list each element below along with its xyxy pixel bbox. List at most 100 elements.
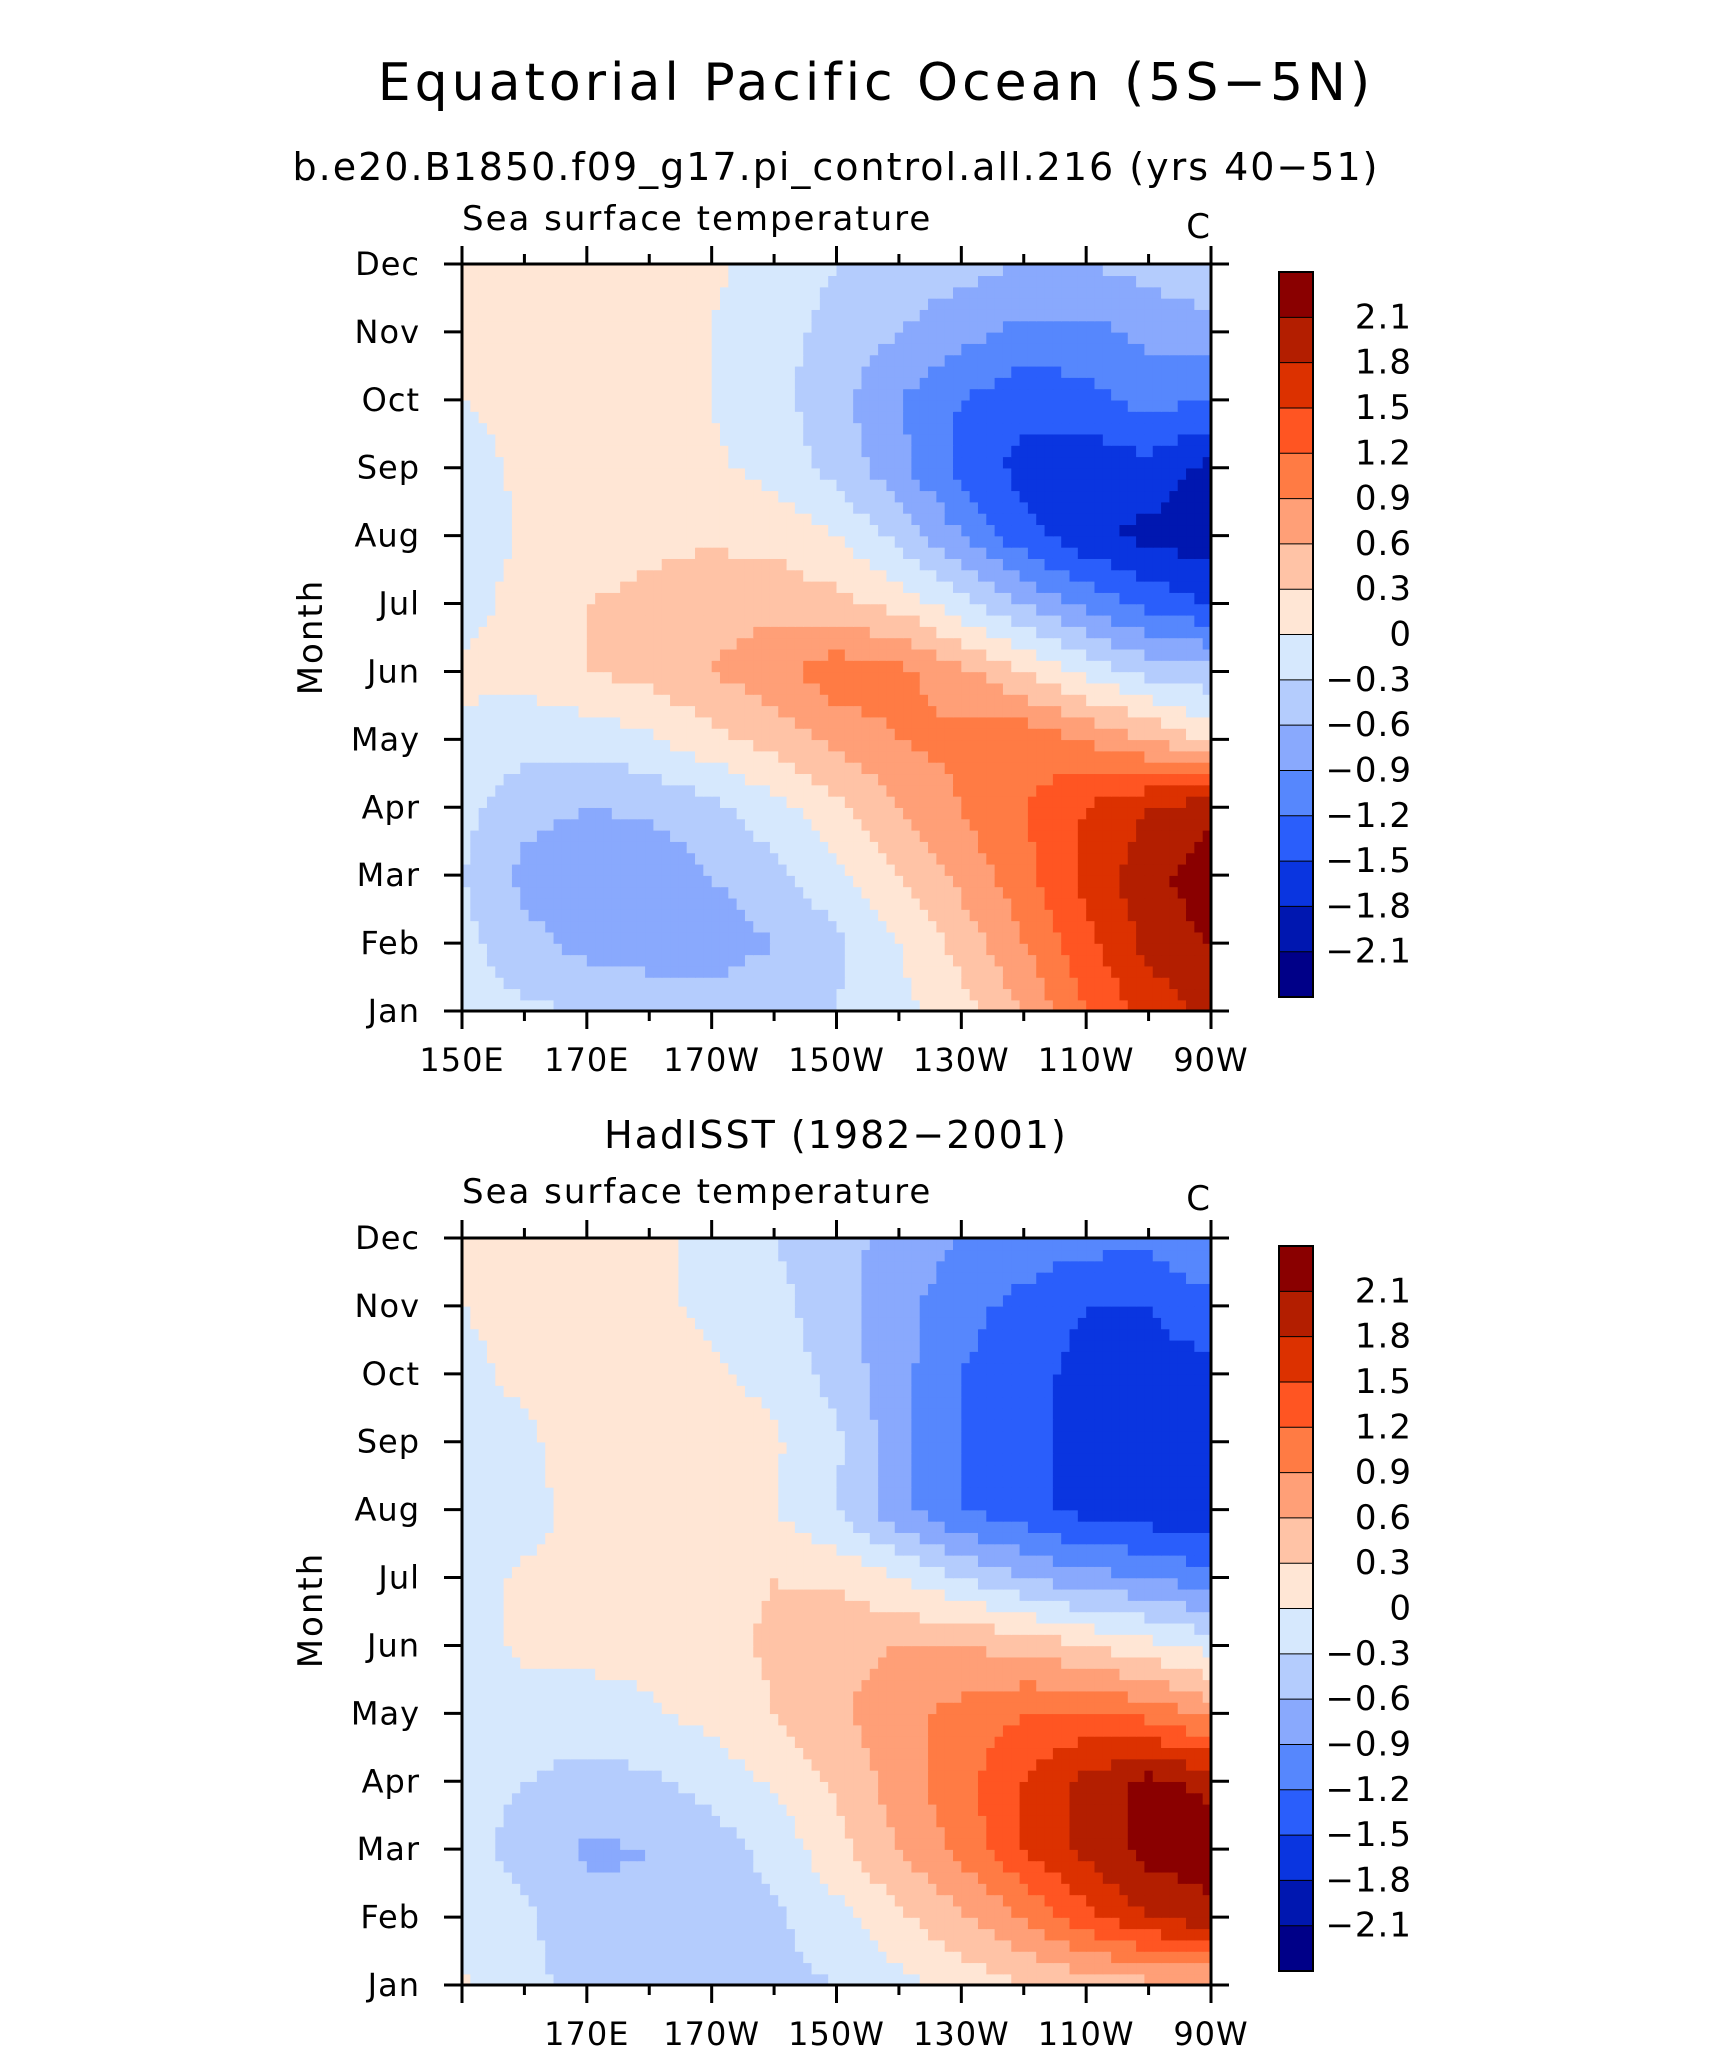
heatmap-cell (536, 750, 546, 763)
heatmap-cell (878, 580, 888, 593)
heatmap-cell (1061, 863, 1071, 876)
heatmap-cell (478, 807, 488, 820)
heatmap-cell (953, 614, 963, 627)
heatmap-cell (869, 411, 879, 424)
heatmap-cell (686, 524, 696, 537)
heatmap-cell (844, 954, 854, 967)
heatmap-cell (861, 977, 871, 990)
heatmap-cell (686, 546, 696, 559)
heatmap-cell (794, 569, 804, 582)
heatmap-cell (1186, 841, 1196, 854)
heatmap-cell (969, 807, 979, 820)
heatmap-cell (736, 920, 746, 933)
heatmap-cell (470, 377, 480, 390)
heatmap-cell (853, 422, 863, 435)
heatmap-cell (778, 388, 788, 401)
heatmap-cell (1077, 965, 1087, 978)
heatmap-cell (961, 920, 971, 933)
heatmap-cell (836, 558, 846, 571)
heatmap-cell (819, 501, 829, 514)
heatmap-cell (786, 682, 796, 695)
heatmap-cell (1094, 920, 1104, 933)
heatmap-cell (869, 694, 879, 707)
heatmap-cell (703, 875, 713, 888)
heatmap-cell (928, 818, 938, 831)
heatmap-cell (545, 399, 555, 412)
heatmap-cell (661, 920, 671, 933)
heatmap-cell (478, 614, 488, 627)
heatmap-cell (1069, 977, 1079, 990)
heatmap-cell (728, 909, 738, 922)
heatmap-cell (1027, 705, 1037, 718)
heatmap-cell (919, 999, 929, 1012)
heatmap-cell (894, 852, 904, 865)
heatmap-cell (1094, 965, 1104, 978)
heatmap-cell (545, 784, 555, 797)
heatmap-cell (969, 988, 979, 1001)
heatmap-cell (961, 535, 971, 548)
heatmap-cell (1019, 558, 1029, 571)
heatmap-cell (977, 399, 987, 412)
heatmap-cell (670, 501, 680, 514)
heatmap-cell (586, 920, 596, 933)
heatmap-cell (620, 569, 630, 582)
heatmap-cell (595, 852, 605, 865)
heatmap-cell (861, 863, 871, 876)
heatmap-cell (878, 897, 888, 910)
heatmap-cell (1161, 920, 1171, 933)
heatmap-cell (1169, 886, 1179, 899)
heatmap-cell (520, 411, 530, 424)
heatmap-cell (953, 445, 963, 458)
panel-1-heatmap (462, 264, 1212, 1012)
heatmap-cell (1161, 671, 1171, 684)
heatmap-cell (511, 909, 521, 922)
heatmap-cell (1194, 422, 1204, 435)
heatmap-cell (719, 694, 730, 707)
heatmap-cell (969, 445, 979, 458)
heatmap-cell (994, 399, 1004, 412)
heatmap-cell (853, 829, 863, 842)
heatmap-cell (919, 988, 929, 1001)
heatmap-cell (462, 716, 472, 729)
heatmap-cell (486, 999, 496, 1012)
heatmap-cell (470, 580, 480, 593)
heatmap-cell (1161, 841, 1171, 854)
heatmap-cell (1052, 513, 1062, 526)
heatmap-cell (1027, 931, 1037, 944)
heatmap-cell (695, 388, 705, 401)
heatmap-cell (486, 377, 496, 390)
heatmap-cell (611, 479, 621, 492)
heatmap-cell (886, 694, 896, 707)
heatmap-cell (778, 807, 788, 820)
heatmap-cell (462, 377, 472, 390)
heatmap-cell (719, 569, 730, 582)
heatmap-cell (703, 999, 713, 1012)
heatmap-cell (1036, 445, 1046, 458)
heatmap-cell (994, 875, 1004, 888)
heatmap-cell (520, 931, 530, 944)
heatmap-cell (536, 648, 546, 661)
heatmap-cell (819, 705, 829, 718)
heatmap-cell (1011, 445, 1021, 458)
heatmap-cell (1094, 648, 1104, 661)
heatmap-cell (1077, 750, 1087, 763)
heatmap-cell (595, 773, 605, 786)
heatmap-cell (961, 931, 971, 944)
heatmap-cell (495, 852, 505, 865)
heatmap-cell (961, 433, 971, 446)
heatmap-cell (561, 660, 571, 673)
heatmap-cell (836, 422, 846, 435)
heatmap-cell (1186, 456, 1196, 469)
heatmap-cell (536, 988, 546, 1001)
heatmap-cell (819, 467, 829, 480)
heatmap-cell (1136, 445, 1146, 458)
heatmap-cell (994, 739, 1004, 752)
heatmap-cell (570, 909, 580, 922)
heatmap-cell (1136, 456, 1146, 469)
heatmap-cell (869, 863, 879, 876)
heatmap-cell (894, 795, 904, 808)
heatmap-cell (578, 875, 588, 888)
heatmap-cell (886, 807, 896, 820)
heatmap-cell (645, 456, 655, 469)
heatmap-cell (1036, 513, 1046, 526)
